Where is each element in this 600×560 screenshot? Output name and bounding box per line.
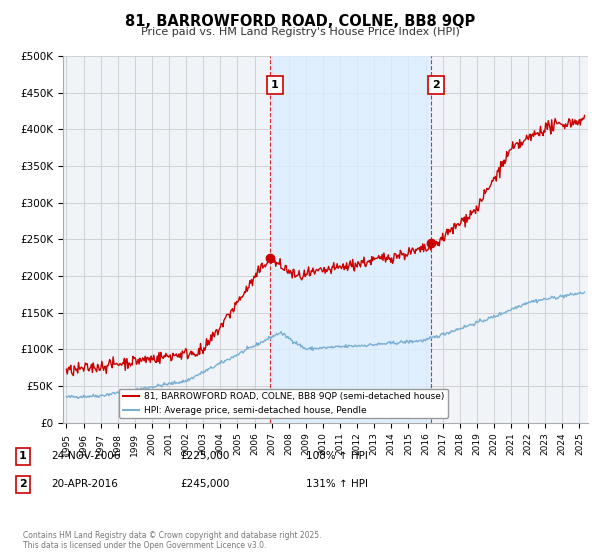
Text: Price paid vs. HM Land Registry's House Price Index (HPI): Price paid vs. HM Land Registry's House … — [140, 27, 460, 37]
Legend: 81, BARROWFORD ROAD, COLNE, BB8 9QP (semi-detached house), HPI: Average price, s: 81, BARROWFORD ROAD, COLNE, BB8 9QP (sem… — [119, 389, 448, 418]
Text: 108% ↑ HPI: 108% ↑ HPI — [306, 451, 368, 461]
Text: £245,000: £245,000 — [180, 479, 229, 489]
Text: 24-NOV-2006: 24-NOV-2006 — [51, 451, 121, 461]
Text: Contains HM Land Registry data © Crown copyright and database right 2025.
This d: Contains HM Land Registry data © Crown c… — [23, 530, 322, 550]
Text: 2: 2 — [432, 80, 440, 90]
Text: 81, BARROWFORD ROAD, COLNE, BB8 9QP: 81, BARROWFORD ROAD, COLNE, BB8 9QP — [125, 14, 475, 29]
Bar — [270, 56, 431, 423]
Text: 2: 2 — [19, 479, 26, 489]
Text: 131% ↑ HPI: 131% ↑ HPI — [306, 479, 368, 489]
Text: 1: 1 — [271, 80, 279, 90]
Text: 20-APR-2016: 20-APR-2016 — [51, 479, 118, 489]
Text: £225,000: £225,000 — [180, 451, 229, 461]
Text: 1: 1 — [19, 451, 26, 461]
